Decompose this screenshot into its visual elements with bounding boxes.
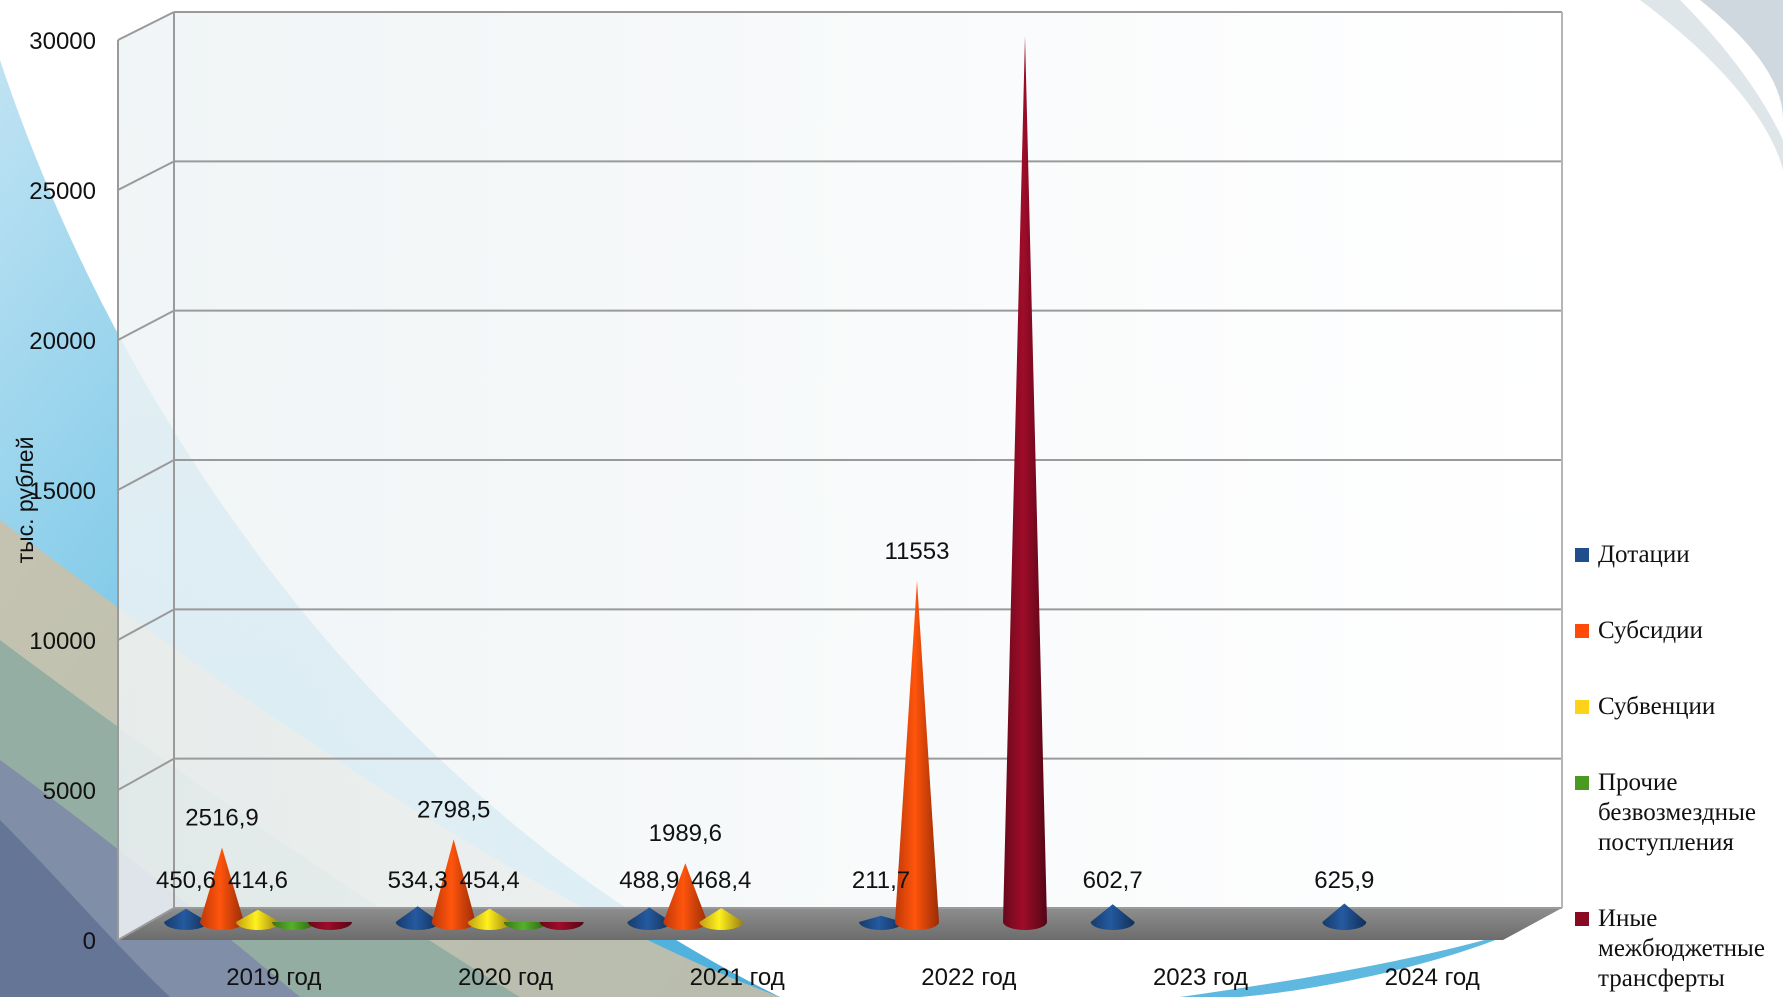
legend-swatch (1575, 624, 1589, 638)
x-tick-label: 2019 год (226, 964, 321, 991)
x-tick-label: 2020 год (458, 964, 553, 991)
y-tick-label: 5000 (43, 778, 96, 805)
gridline-side (117, 757, 175, 791)
legend-label: Иные межбюджетные трансферты (1598, 904, 1783, 994)
legend-item: Субсидии (1575, 616, 1783, 646)
cone-1-4 (859, 915, 903, 930)
y-tick-label: 25000 (29, 178, 96, 205)
legend-label-line: Субвенции (1598, 693, 1716, 720)
cone-5-4 (1003, 36, 1047, 930)
cone-1-1 (164, 908, 208, 930)
cone-5-2 (539, 922, 584, 930)
data-label: 534,3 (388, 867, 448, 894)
data-label: 602,7 (1083, 867, 1143, 894)
y-tick-label: 0 (83, 928, 96, 955)
legend-label: Дотации (1598, 540, 1783, 570)
legend-item: Прочие безвозмездные поступления (1575, 768, 1783, 858)
legend-label-line: трансферты (1598, 965, 1725, 992)
legend-label-line: Субсидии (1598, 617, 1703, 644)
legend-label-line: межбюджетные (1598, 935, 1765, 962)
y-tick-label: 15000 (29, 478, 96, 505)
data-label: 11553 (885, 538, 950, 565)
x-tick-label: 2022 год (921, 964, 1016, 991)
gridline-side (117, 907, 175, 941)
gridline-side (117, 459, 175, 491)
y-tick-label: 20000 (29, 328, 96, 355)
gridline-side (117, 11, 175, 41)
data-label: 625,9 (1314, 867, 1374, 894)
data-label: 468,4 (691, 867, 751, 894)
legend-label-line: поступления (1598, 829, 1734, 856)
gridline-side (117, 309, 175, 341)
data-label: 2798,5 (417, 796, 490, 823)
legend-item: Дотации (1575, 540, 1783, 570)
x-tick-label: 2023 год (1153, 964, 1248, 991)
legend-label-line: Дотации (1598, 541, 1690, 568)
cone-3-2 (467, 908, 512, 930)
legend-swatch (1575, 776, 1589, 790)
data-label: 414,6 (228, 867, 288, 894)
data-label: 2516,9 (185, 805, 258, 832)
gridline-side (117, 608, 175, 641)
cone-5-1 (308, 922, 352, 930)
cone-4-2 (503, 922, 548, 930)
data-label: 450,6 (156, 867, 216, 894)
legend-item: Иные межбюджетные трансферты (1575, 904, 1783, 994)
legend-item: Субвенции (1575, 692, 1783, 722)
cone-2-4 (895, 580, 939, 930)
cone-1-5 (1090, 904, 1135, 930)
legend-label: Субвенции (1598, 692, 1783, 722)
cone-1-2 (395, 906, 440, 930)
legend-label-line: Иные (1598, 905, 1658, 932)
x-tick-label: 2024 год (1385, 964, 1480, 991)
legend-swatch (1575, 548, 1589, 562)
cone-3-3 (699, 908, 744, 930)
cone-1-3 (627, 907, 672, 930)
legend-label: Прочие безвозмездные поступления (1598, 768, 1783, 858)
cone-4-1 (272, 922, 316, 930)
cone-2-1 (200, 847, 244, 930)
data-label: 488,9 (619, 867, 679, 894)
gridline-side (117, 160, 175, 191)
y-tick-label: 10000 (29, 628, 96, 655)
legend-swatch (1575, 912, 1589, 926)
legend-label: Субсидии (1598, 616, 1783, 646)
cone-3-1 (236, 909, 280, 930)
x-tick-label: 2021 год (690, 964, 785, 991)
cone-2-2 (431, 839, 476, 930)
y-tick-label: 30000 (29, 28, 96, 55)
cone-2-3 (663, 863, 708, 930)
data-label: 454,4 (460, 867, 520, 894)
data-label: 1989,6 (649, 820, 722, 847)
legend-label-line: Прочие (1598, 769, 1678, 796)
legend-swatch (1575, 700, 1589, 714)
y-axis-label: тыс. рублей (12, 437, 38, 564)
legend-label-line: безвозмездные (1598, 799, 1756, 826)
data-label: 211,7 (852, 867, 910, 894)
cone-1-6 (1322, 903, 1367, 930)
